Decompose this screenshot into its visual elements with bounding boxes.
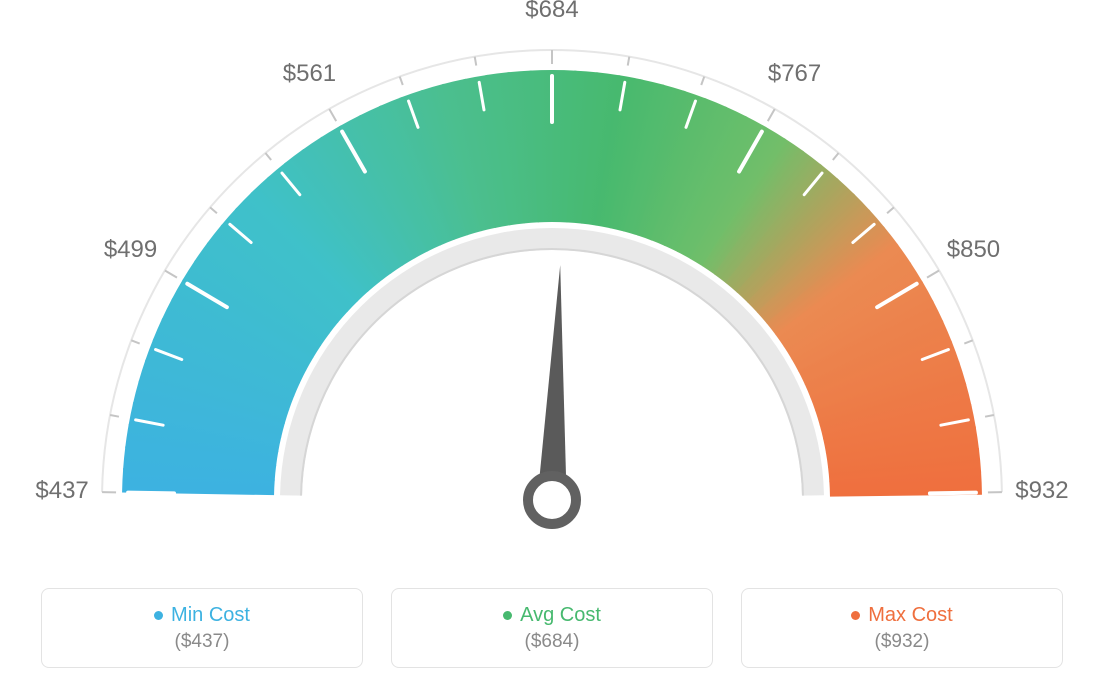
legend-title-max: Max Cost xyxy=(851,604,952,627)
legend-card-min: Min Cost ($437) xyxy=(41,588,363,668)
chart-wrap: $437 $499 $561 $684 $767 $850 $932 Min Cost ($… xyxy=(0,0,1104,690)
gauge-tick-label: $767 xyxy=(768,60,821,88)
legend-card-avg: Avg Cost ($684) xyxy=(391,588,713,668)
gauge-tick-label: $499 xyxy=(104,236,157,264)
legend-label-avg: Avg Cost xyxy=(520,604,601,627)
gauge-tick-label: $850 xyxy=(947,236,1000,264)
gauge-svg xyxy=(0,0,1104,560)
dot-icon xyxy=(851,611,860,620)
legend-value-avg: ($684) xyxy=(525,631,580,653)
gauge-tick-label: $684 xyxy=(525,0,578,24)
legend-card-max: Max Cost ($932) xyxy=(741,588,1063,668)
legend-label-max: Max Cost xyxy=(868,604,952,627)
gauge-tick-label: $437 xyxy=(35,477,88,505)
legend-label-min: Min Cost xyxy=(171,604,250,627)
gauge-area: $437 $499 $561 $684 $767 $850 $932 xyxy=(0,0,1104,560)
gauge-tick-label: $932 xyxy=(1015,477,1068,505)
dot-icon xyxy=(154,611,163,620)
legend-title-min: Min Cost xyxy=(154,604,250,627)
legend-title-avg: Avg Cost xyxy=(503,604,601,627)
legend-value-min: ($437) xyxy=(175,631,230,653)
legend-value-max: ($932) xyxy=(875,631,930,653)
legend-row: Min Cost ($437) Avg Cost ($684) Max Cost… xyxy=(0,588,1104,668)
gauge-tick-label: $561 xyxy=(283,60,336,88)
dot-icon xyxy=(503,611,512,620)
